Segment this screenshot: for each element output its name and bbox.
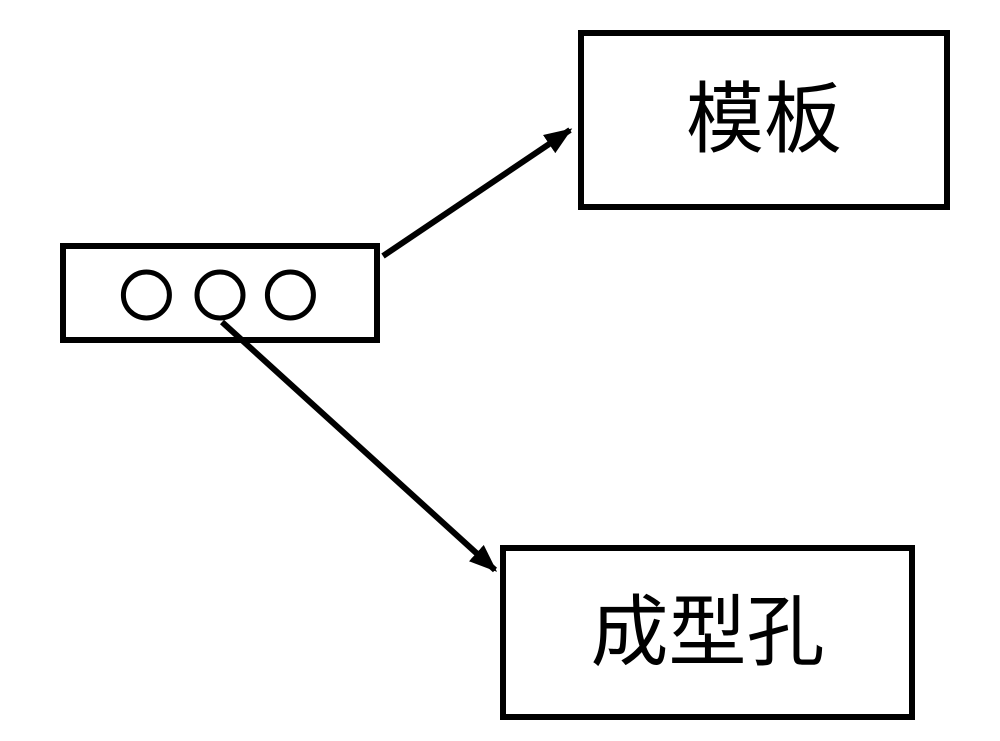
label-box-forming-hole: 成型孔 xyxy=(500,545,915,720)
label-box-template: 模板 xyxy=(578,30,950,210)
forming-hole-circle-3 xyxy=(267,272,313,318)
label-text-template: 模板 xyxy=(686,81,842,159)
forming-hole-circle-2 xyxy=(197,272,243,318)
source-box xyxy=(60,243,380,343)
arrow-to-template xyxy=(383,130,570,256)
arrow-to-forming-hole xyxy=(222,322,495,570)
forming-hole-circle-1 xyxy=(123,272,169,318)
label-text-forming-hole: 成型孔 xyxy=(590,594,824,672)
diagram-canvas: 模板 成型孔 xyxy=(0,0,1000,741)
